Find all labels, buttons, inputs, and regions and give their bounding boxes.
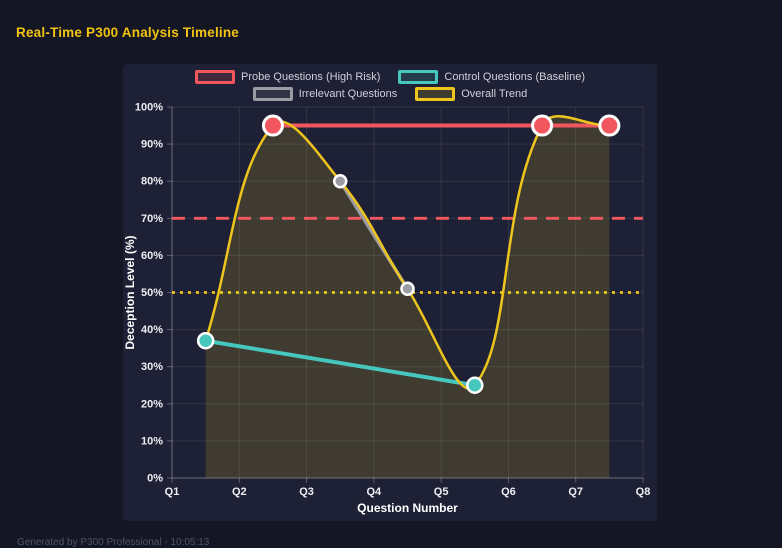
x-axis-title: Question Number bbox=[357, 501, 458, 515]
y-tick-label: 0% bbox=[147, 473, 163, 485]
legend-item-0[interactable]: Probe Questions (High Risk) bbox=[194, 70, 381, 84]
y-tick-label: 70% bbox=[141, 213, 163, 225]
footer-note: Generated by P300 Professional - 10:05:1… bbox=[17, 537, 210, 548]
y-tick-label: 20% bbox=[141, 398, 163, 410]
y-tick-label: 80% bbox=[141, 176, 163, 188]
page-title: Real-Time P300 Analysis Timeline bbox=[16, 25, 240, 40]
x-tick-label: Q1 bbox=[165, 486, 180, 498]
y-tick-label: 30% bbox=[141, 361, 163, 373]
x-tick-label: Q7 bbox=[568, 486, 583, 498]
x-tick-label: Q2 bbox=[232, 486, 247, 498]
data-point-series-0[interactable] bbox=[531, 114, 554, 137]
x-tick-label: Q3 bbox=[299, 486, 314, 498]
y-tick-label: 50% bbox=[141, 287, 163, 299]
timeline-chart[interactable]: 0% 10% 20% 30% 40% 50% 60% 70% 80% 90% 100% Q1 Q2 Q3 Q… bbox=[123, 64, 657, 521]
legend-item-3[interactable]: Overall Trend bbox=[415, 87, 527, 101]
legend-item-1[interactable]: Control Questions (Baseline) bbox=[398, 70, 585, 84]
data-point-series-1[interactable] bbox=[466, 376, 484, 394]
data-point-series-0[interactable] bbox=[261, 114, 284, 137]
grid bbox=[171, 106, 644, 479]
y-tick-label: 40% bbox=[141, 324, 163, 336]
y-tick-label: 60% bbox=[141, 250, 163, 262]
chart-card: Probe Questions (High Risk) Control Quest… bbox=[123, 64, 657, 521]
data-point-series-1[interactable] bbox=[196, 331, 215, 350]
y-tick-label: 10% bbox=[141, 435, 163, 447]
legend-swatch-icon bbox=[194, 70, 235, 84]
series-line-1[interactable] bbox=[203, 338, 477, 388]
x-tick-label: Q4 bbox=[367, 486, 383, 498]
legend-label: Irrelevant Questions bbox=[298, 88, 398, 100]
chart-legend: Probe Questions (High Risk) Control Quest… bbox=[140, 70, 640, 101]
legend-swatch-icon bbox=[398, 70, 439, 84]
y-axis-title: Deception Level (%) bbox=[123, 235, 137, 349]
y-tick-label: 100% bbox=[135, 102, 163, 114]
legend-swatch-icon bbox=[252, 87, 293, 101]
x-tick-label: Q5 bbox=[434, 486, 449, 498]
legend-label: Probe Questions (High Risk) bbox=[240, 71, 381, 83]
data-point-series-2[interactable] bbox=[332, 173, 348, 189]
legend-label: Control Questions (Baseline) bbox=[444, 71, 585, 83]
x-tick-label: Q6 bbox=[501, 486, 516, 498]
legend-label: Overall Trend bbox=[461, 88, 528, 100]
trend-fill-area bbox=[205, 116, 610, 478]
data-point-series-0[interactable] bbox=[598, 114, 621, 137]
legend-item-2[interactable]: Irrelevant Questions bbox=[252, 87, 398, 101]
y-tick-label: 90% bbox=[141, 139, 163, 151]
x-tick-label: Q8 bbox=[636, 486, 651, 498]
data-point-series-2[interactable] bbox=[400, 281, 415, 297]
legend-swatch-icon bbox=[415, 87, 456, 101]
